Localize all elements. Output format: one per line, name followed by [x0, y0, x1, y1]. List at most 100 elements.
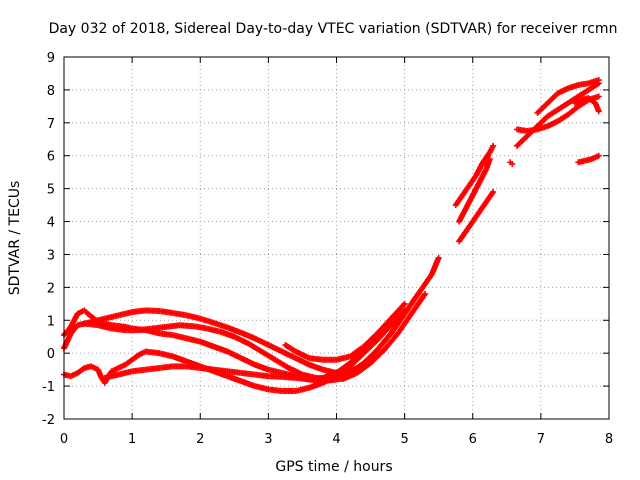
y-tick-label: 1 — [47, 314, 55, 329]
marker-trail — [375, 321, 393, 339]
marker-trail — [556, 101, 570, 112]
y-tick-label: -1 — [42, 380, 55, 395]
marker-trail — [283, 342, 298, 354]
x-axis-label: GPS time / hours — [275, 459, 392, 475]
marker-trail — [361, 338, 380, 355]
x-tick-label: 6 — [469, 432, 477, 447]
chart-title: Day 032 of 2018, Sidereal Day-to-day VTE… — [49, 21, 618, 37]
y-tick-label: 6 — [47, 150, 55, 165]
data-point — [401, 307, 408, 314]
marker-trail — [117, 362, 127, 371]
marker-trail — [546, 107, 560, 119]
data-point — [490, 188, 497, 195]
data-point — [490, 142, 497, 149]
series-track-9 — [456, 188, 497, 245]
y-tick-label: 8 — [47, 84, 55, 99]
marker-trail — [62, 325, 73, 337]
axis-ticks: 0 1 2 3 4 5 6 7 8 -2 -1 0 1 2 3 4 5 6 7 8 9 — [42, 51, 613, 447]
series-track-8 — [456, 156, 493, 225]
marker-trail — [123, 357, 134, 367]
marker-trail — [368, 348, 386, 365]
marker-trail — [348, 348, 366, 365]
marker-trail — [137, 349, 148, 358]
marker-trail — [334, 364, 352, 379]
marker-trail — [477, 200, 489, 214]
marker-trail — [110, 365, 120, 374]
marker-trail — [361, 331, 380, 349]
data-point — [595, 152, 602, 159]
data-series — [61, 77, 602, 395]
x-tick-label: 7 — [537, 432, 545, 447]
data-point — [509, 160, 516, 167]
marker-trail — [484, 190, 496, 204]
marker-trail — [375, 331, 393, 352]
marker-trail — [260, 349, 277, 362]
marker-trail — [89, 364, 100, 372]
marker-trail — [573, 97, 584, 106]
marker-trail — [246, 341, 264, 354]
marker-trail — [273, 357, 291, 371]
marker-trail — [467, 173, 479, 187]
marker-trail — [375, 316, 393, 336]
marker-trail — [566, 94, 580, 106]
marker-trail — [586, 96, 598, 106]
marker-trail — [460, 183, 472, 197]
data-point — [422, 290, 429, 297]
marker-trail — [587, 81, 601, 92]
marker-trail — [130, 352, 141, 362]
y-tick-label: 0 — [47, 347, 55, 362]
series-track-13 — [571, 95, 602, 115]
grid-lines — [64, 57, 609, 419]
series-track-14 — [575, 152, 602, 166]
marker-trail — [566, 104, 581, 117]
marker-trail — [453, 193, 465, 207]
y-tick-label: 9 — [47, 51, 55, 66]
series-track-15 — [507, 159, 516, 167]
series-track-6 — [282, 300, 408, 363]
marker-trail — [382, 331, 400, 352]
x-tick-label: 0 — [60, 432, 68, 447]
marker-trail — [76, 308, 86, 316]
x-tick-label: 5 — [400, 432, 408, 447]
marker-trail — [348, 344, 366, 359]
data-point — [595, 108, 602, 115]
marker-trail — [480, 150, 492, 164]
marker-trail — [361, 348, 380, 367]
marker-trail — [515, 134, 529, 148]
x-tick-label: 4 — [332, 432, 340, 447]
marker-trail — [389, 302, 407, 321]
data-point — [401, 300, 408, 307]
marker-trail — [75, 365, 87, 375]
y-tick-label: -2 — [42, 413, 55, 428]
y-tick-label: 4 — [47, 216, 55, 231]
marker-trail — [395, 312, 414, 336]
marker-trail — [416, 272, 434, 296]
y-tick-label: 2 — [47, 281, 55, 296]
y-tick-label: 3 — [47, 248, 55, 263]
marker-trail — [556, 112, 570, 124]
y-tick-label: 7 — [47, 117, 55, 132]
y-tick-label: 5 — [47, 183, 55, 198]
series-track-5 — [101, 320, 394, 383]
marker-trail — [68, 323, 80, 336]
marker-trail — [583, 156, 594, 164]
data-point — [435, 254, 442, 261]
data-point — [595, 93, 602, 100]
marker-trail — [457, 229, 468, 243]
marker-trail — [535, 114, 550, 128]
marker-trail — [62, 371, 73, 379]
marker-trail — [470, 210, 482, 224]
marker-trail — [487, 144, 496, 154]
marker-trail — [463, 219, 475, 234]
data-point — [415, 290, 422, 297]
marker-trail — [580, 95, 590, 103]
marker-trail — [355, 361, 373, 375]
data-point — [486, 156, 493, 163]
marker-trail — [545, 91, 560, 105]
data-point — [595, 77, 602, 84]
marker-trail — [334, 361, 352, 375]
x-tick-label: 2 — [196, 432, 204, 447]
x-tick-label: 8 — [605, 432, 613, 447]
